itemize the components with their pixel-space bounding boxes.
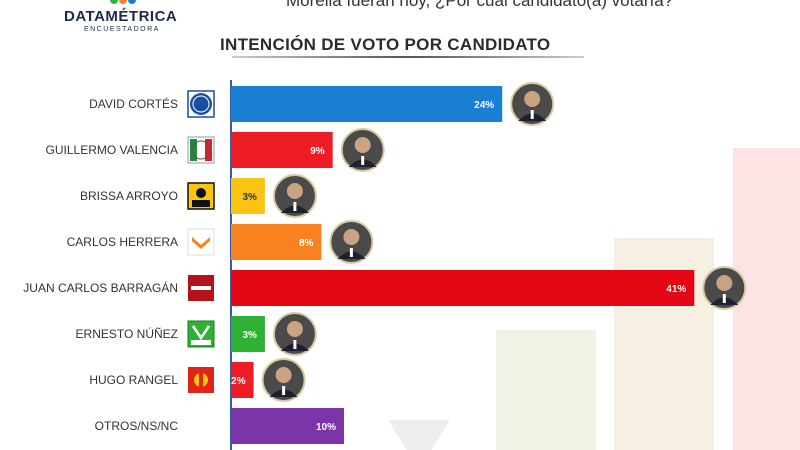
- category-label: ERNESTO NÚÑEZ: [76, 326, 178, 341]
- data-label: 2%: [231, 376, 246, 387]
- data-label: 10%: [316, 422, 336, 433]
- pt-logo-icon: [188, 367, 214, 393]
- category-label: JUAN CARLOS BARRAGÁN: [23, 280, 178, 295]
- background-column-decoration: [496, 330, 596, 450]
- candidate-photo-avatar: [272, 312, 317, 356]
- bar: [231, 224, 322, 260]
- candidate-photo-avatar: [261, 358, 306, 402]
- bar: [231, 86, 503, 122]
- data-label: 41%: [666, 284, 686, 295]
- candidate-photo-avatar: [272, 174, 317, 218]
- brand-logo-icon: [110, 0, 136, 6]
- category-label: CARLOS HERRERA: [67, 235, 178, 249]
- brand-name: DATAMÉTRICA: [64, 8, 178, 25]
- verde-logo-icon: [187, 320, 215, 348]
- category-label: OTROS/NS/NC: [95, 419, 179, 433]
- category-label: HUGO RANGEL: [89, 373, 178, 387]
- bar: [231, 270, 695, 306]
- candidate-photo-avatar: [702, 266, 747, 310]
- data-label: 3%: [242, 330, 257, 341]
- background-column-decoration: [733, 148, 800, 450]
- survey-question: Morelia fueran hoy, ¿Por cuál candidato(…: [286, 0, 674, 10]
- category-label: BRISSA ARROYO: [80, 189, 178, 203]
- candidate-photo-avatar: [329, 220, 374, 264]
- prd-logo-icon: [187, 182, 215, 210]
- candidate-photo-avatar: [340, 128, 385, 172]
- bar: [231, 316, 265, 352]
- bar: [231, 132, 333, 168]
- bar: [231, 408, 344, 444]
- pan-logo-icon: [187, 90, 215, 118]
- bar: [231, 362, 254, 398]
- category-label: DAVID CORTÉS: [89, 96, 178, 111]
- data-label: 8%: [299, 238, 314, 249]
- data-label: 3%: [242, 192, 257, 203]
- chart-title: INTENCIÓN DE VOTO POR CANDIDATO: [220, 35, 551, 54]
- category-label: GUILLERMO VALENCIA: [46, 143, 178, 157]
- brand-subtitle: ENCUESTADORA: [84, 26, 160, 33]
- candidate-photo-avatar: [510, 82, 555, 126]
- mc-logo-icon: [187, 228, 215, 256]
- bar: [231, 178, 265, 214]
- pri-logo-icon: [187, 136, 215, 164]
- morena-logo-icon: [188, 275, 214, 301]
- title-underline: [232, 56, 584, 58]
- data-label: 24%: [474, 100, 494, 111]
- data-label: 9%: [310, 146, 325, 157]
